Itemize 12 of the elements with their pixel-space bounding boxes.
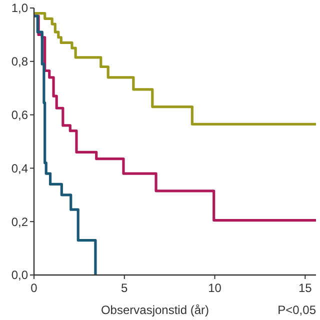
- x-axis-title: Observasjonstid (år): [100, 303, 210, 317]
- y-tick-label: 0,2: [11, 214, 28, 229]
- x-tick-label: 0: [30, 281, 38, 295]
- x-tick-label: 10: [208, 281, 222, 295]
- y-tick-label: 1,0: [11, 1, 28, 16]
- x-tick-label: 5: [121, 281, 128, 295]
- y-tick-label: 0,6: [11, 108, 28, 122]
- x-tick-label: 15: [298, 281, 312, 295]
- y-tick-label: 0,4: [11, 161, 28, 176]
- y-tick-label: 0,0: [11, 268, 28, 282]
- y-tick-label: 0,8: [11, 54, 28, 69]
- text: P<0,05: [278, 303, 316, 317]
